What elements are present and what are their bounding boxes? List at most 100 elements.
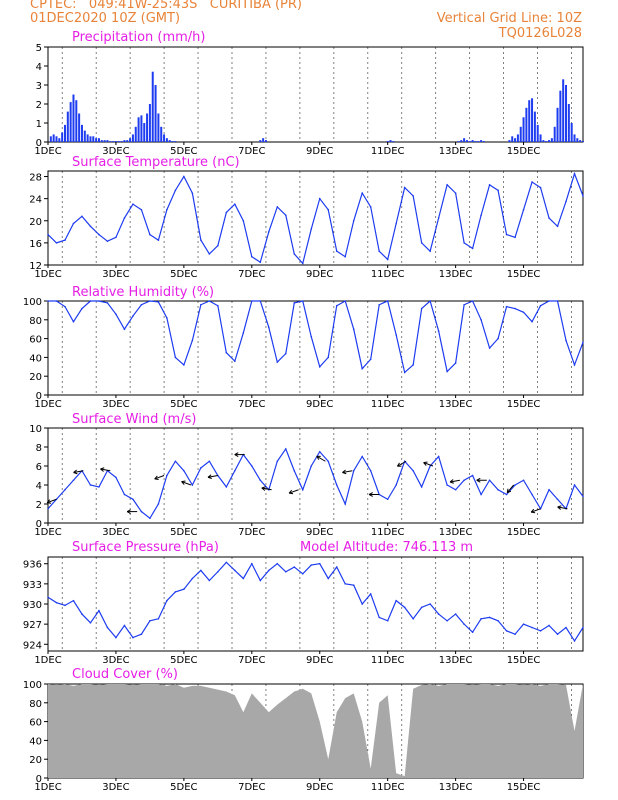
pressure-point xyxy=(200,569,202,572)
humidity-point xyxy=(582,341,584,344)
wind-point xyxy=(234,469,236,472)
humidity-point xyxy=(208,300,211,302)
humidity-point xyxy=(395,334,397,336)
temperature-point xyxy=(106,240,109,243)
wind-point xyxy=(522,479,525,482)
humidity-xtick-label: 1DEC xyxy=(34,399,61,410)
cloud-cover-xtick-label: 7DEC xyxy=(238,782,265,793)
temperature-point xyxy=(352,219,355,222)
temperature-point xyxy=(72,222,75,225)
temperature-point xyxy=(301,262,304,265)
humidity-point xyxy=(403,371,406,374)
cloud-cover-xtick-label: 3DEC xyxy=(102,782,129,793)
precip-bar xyxy=(92,136,95,142)
wind-xtick-label: 13DEC xyxy=(439,527,473,538)
wind-point xyxy=(64,488,66,491)
humidity-point xyxy=(369,358,372,361)
wind-point xyxy=(225,486,228,488)
pressure-point xyxy=(488,616,491,619)
wind-arrow-head xyxy=(423,461,428,464)
humidity-ytick-label: 60 xyxy=(29,335,42,346)
wind-frame xyxy=(47,427,584,524)
wind-arrow-head xyxy=(234,452,239,456)
pressure-point xyxy=(72,599,75,602)
humidity-point xyxy=(327,356,330,359)
precipitation-xtick-label: 15DEC xyxy=(507,146,541,157)
wind-arrow-head xyxy=(342,469,346,473)
pressure-xtick-label: 7DEC xyxy=(238,655,265,666)
wind-arrow-head xyxy=(46,499,51,504)
precip-bar xyxy=(143,123,146,142)
pressure-point xyxy=(234,569,236,572)
pressure-point xyxy=(89,622,92,624)
wind-arrow-head xyxy=(396,462,400,467)
wind-point xyxy=(132,498,134,501)
temperature-point xyxy=(420,242,423,244)
wind-ytick-label: 10 xyxy=(29,424,42,435)
humidity-point xyxy=(480,319,482,321)
temperature-point xyxy=(55,242,58,244)
temperature-point xyxy=(132,203,134,205)
precip-bar xyxy=(103,140,106,142)
precipitation-xtick-label: 3DEC xyxy=(102,146,129,157)
precip-bar xyxy=(545,141,548,142)
precipitation-ytick-label: 5 xyxy=(36,43,42,54)
temperature-point xyxy=(514,236,516,239)
wind-point xyxy=(463,479,465,482)
wind-arrow xyxy=(530,508,541,513)
wind-point xyxy=(488,479,491,482)
humidity-point xyxy=(437,330,440,332)
wind-arrow-head xyxy=(557,506,562,510)
precip-bar xyxy=(477,141,480,142)
wind-arrow-head xyxy=(506,488,509,493)
precip-bar xyxy=(117,141,120,142)
precip-bar xyxy=(556,107,559,142)
temperature-xtick-label: 7DEC xyxy=(238,269,265,280)
cloud-cover-ytick-label: 20 xyxy=(29,755,42,766)
wind-arrow-head xyxy=(261,486,266,489)
pressure-point xyxy=(420,606,423,609)
wind-arrow-head xyxy=(368,494,373,497)
precip-bar xyxy=(516,134,519,142)
humidity-point xyxy=(454,362,457,364)
humidity-point xyxy=(488,347,491,349)
precipitation-xtick-label: 7DEC xyxy=(238,146,265,157)
wind-arrow-head xyxy=(73,469,77,473)
precip-bar xyxy=(151,71,154,142)
precip-bar xyxy=(519,126,522,142)
wind-arrow-head xyxy=(100,467,105,470)
humidity-point xyxy=(191,339,194,342)
humidity-point xyxy=(420,307,423,310)
precipitation-xtick-label: 13DEC xyxy=(439,146,473,157)
humidity-point xyxy=(310,335,313,338)
humidity-series-line xyxy=(48,299,584,374)
pressure-point xyxy=(454,613,457,615)
pressure-point xyxy=(403,606,406,609)
wind-arrow xyxy=(423,462,434,467)
humidity-xtick-label: 3DEC xyxy=(102,399,129,410)
humidity-point xyxy=(106,302,109,304)
wind-series-line xyxy=(47,447,584,520)
temperature-point xyxy=(531,181,533,183)
wind-xtick-label: 11DEC xyxy=(371,527,405,538)
pressure-frame xyxy=(47,556,584,652)
pressure-point xyxy=(174,591,177,593)
wind-point xyxy=(344,503,347,505)
precip-bar xyxy=(171,141,174,142)
temperature-point xyxy=(149,233,151,236)
wind-arrow-head xyxy=(342,472,347,475)
pressure-point xyxy=(217,570,219,573)
precip-bar xyxy=(58,138,61,142)
humidity-point xyxy=(361,367,364,370)
wind-point xyxy=(89,484,92,486)
wind-arrow-head xyxy=(154,478,159,481)
temperature-xtick-label: 3DEC xyxy=(102,269,129,280)
temperature-point xyxy=(582,195,584,197)
pressure-point xyxy=(395,599,397,602)
humidity-xtick-label: 15DEC xyxy=(507,399,541,410)
precip-bar xyxy=(140,115,143,142)
pressure-title: Surface Pressure (hPa) xyxy=(72,540,219,555)
pressure-point xyxy=(412,617,414,620)
wind-arrow-head xyxy=(234,454,239,457)
humidity-point xyxy=(573,364,576,366)
